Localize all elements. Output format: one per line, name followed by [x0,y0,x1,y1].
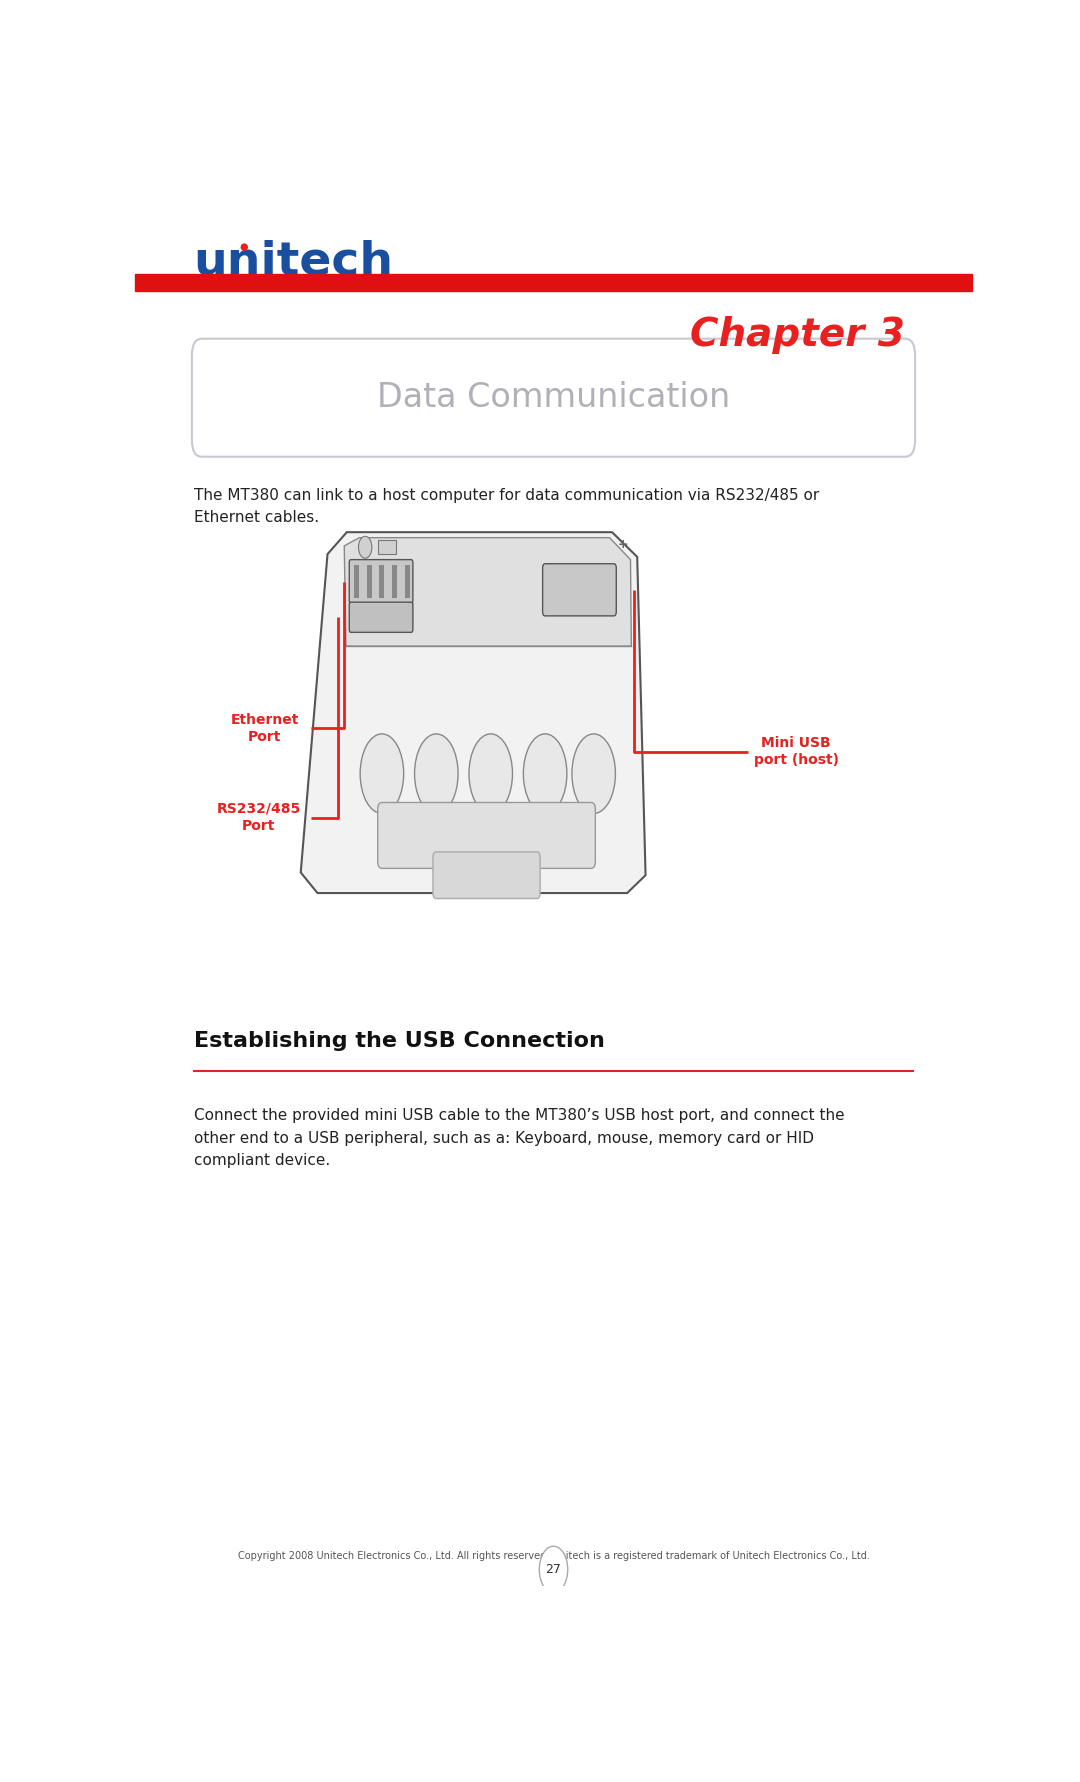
Text: Copyright 2008 Unitech Electronics Co., Ltd. All rights reserved. Unitech is a r: Copyright 2008 Unitech Electronics Co., … [238,1550,869,1561]
Bar [354,565,360,599]
Bar [135,273,972,292]
Text: Ethernet
Port: Ethernet Port [230,713,299,745]
FancyBboxPatch shape [542,563,617,617]
Bar [392,565,397,599]
Ellipse shape [415,734,458,813]
Text: Data Communication: Data Communication [377,381,730,413]
Text: unitech: unitech [193,239,394,285]
FancyBboxPatch shape [192,339,915,456]
FancyBboxPatch shape [433,852,540,898]
Bar [367,565,372,599]
Bar [378,540,396,554]
Bar [379,565,384,599]
Ellipse shape [572,734,616,813]
Bar [405,565,409,599]
Text: Mini USB
port (host): Mini USB port (host) [754,736,839,768]
Text: Establishing the USB Connection: Establishing the USB Connection [193,1030,605,1051]
Ellipse shape [524,734,567,813]
FancyBboxPatch shape [378,802,595,868]
Text: Chapter 3: Chapter 3 [690,315,905,353]
FancyBboxPatch shape [349,602,413,633]
Text: RS232/485
Port: RS232/485 Port [217,802,301,834]
Text: Connect the provided mini USB cable to the MT380’s USB host port, and connect th: Connect the provided mini USB cable to t… [193,1108,845,1167]
Circle shape [539,1547,568,1593]
Text: +: + [618,538,629,551]
Ellipse shape [360,734,404,813]
Text: The MT380 can link to a host computer for data communication via RS232/485 or
Et: The MT380 can link to a host computer fo… [193,488,819,526]
Circle shape [359,536,372,558]
FancyBboxPatch shape [349,560,413,604]
Polygon shape [300,533,646,893]
Ellipse shape [469,734,513,813]
Text: ●: ● [240,242,248,251]
Polygon shape [345,538,632,647]
Text: 27: 27 [545,1563,562,1575]
